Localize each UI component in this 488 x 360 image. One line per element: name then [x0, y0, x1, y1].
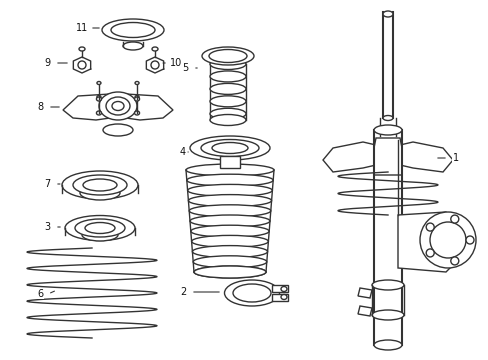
Ellipse shape	[189, 205, 270, 217]
Ellipse shape	[135, 81, 139, 85]
Ellipse shape	[373, 125, 401, 135]
Text: 1: 1	[452, 153, 458, 163]
Polygon shape	[357, 288, 371, 298]
Bar	[271, 285, 287, 292]
Ellipse shape	[80, 186, 120, 200]
Text: 3: 3	[44, 222, 50, 232]
Ellipse shape	[194, 266, 265, 278]
Ellipse shape	[194, 266, 265, 278]
Circle shape	[426, 249, 433, 257]
Ellipse shape	[209, 114, 245, 126]
Ellipse shape	[382, 11, 392, 17]
Text: 7: 7	[44, 179, 50, 189]
Circle shape	[426, 223, 433, 231]
Ellipse shape	[209, 71, 245, 82]
Ellipse shape	[102, 19, 163, 41]
Polygon shape	[399, 142, 452, 172]
Ellipse shape	[190, 225, 269, 237]
Circle shape	[419, 212, 475, 268]
Polygon shape	[323, 142, 375, 172]
Ellipse shape	[152, 47, 158, 51]
Ellipse shape	[73, 175, 127, 195]
Ellipse shape	[96, 97, 101, 101]
Ellipse shape	[134, 111, 139, 115]
Ellipse shape	[97, 95, 101, 99]
Ellipse shape	[97, 81, 101, 85]
Text: 2: 2	[180, 287, 186, 297]
Circle shape	[450, 257, 458, 265]
Polygon shape	[63, 94, 173, 120]
Ellipse shape	[202, 47, 253, 65]
Ellipse shape	[99, 92, 137, 120]
Text: 6: 6	[37, 289, 43, 299]
Ellipse shape	[106, 97, 130, 115]
Ellipse shape	[135, 95, 139, 99]
Ellipse shape	[85, 222, 115, 234]
Ellipse shape	[62, 171, 138, 199]
Ellipse shape	[193, 256, 266, 268]
Ellipse shape	[224, 280, 279, 306]
Text: 11: 11	[76, 23, 88, 33]
Circle shape	[429, 222, 465, 258]
Text: 4: 4	[180, 147, 185, 157]
Ellipse shape	[187, 184, 272, 197]
Ellipse shape	[382, 116, 392, 121]
Circle shape	[465, 236, 473, 244]
Ellipse shape	[190, 215, 269, 227]
Ellipse shape	[134, 97, 139, 101]
Ellipse shape	[371, 310, 403, 320]
Ellipse shape	[209, 108, 245, 119]
Bar	[271, 294, 287, 301]
Ellipse shape	[209, 84, 245, 94]
Ellipse shape	[212, 143, 247, 153]
Text: 9: 9	[44, 58, 50, 68]
Ellipse shape	[111, 22, 155, 37]
Ellipse shape	[191, 235, 268, 247]
Ellipse shape	[188, 195, 271, 207]
Circle shape	[151, 61, 159, 69]
Ellipse shape	[96, 111, 101, 115]
Circle shape	[78, 61, 86, 69]
Ellipse shape	[209, 58, 245, 69]
Ellipse shape	[201, 139, 259, 157]
Ellipse shape	[79, 47, 85, 51]
Ellipse shape	[186, 174, 273, 186]
Ellipse shape	[209, 96, 245, 107]
Ellipse shape	[281, 294, 286, 300]
Ellipse shape	[123, 42, 142, 50]
Ellipse shape	[82, 229, 118, 241]
Polygon shape	[397, 212, 452, 272]
Ellipse shape	[373, 340, 401, 350]
Ellipse shape	[65, 216, 135, 240]
Text: 5: 5	[182, 63, 188, 73]
Ellipse shape	[75, 219, 125, 237]
Text: 8: 8	[37, 102, 43, 112]
Ellipse shape	[281, 287, 286, 292]
Polygon shape	[357, 306, 371, 316]
Ellipse shape	[208, 49, 246, 63]
Ellipse shape	[232, 284, 270, 302]
Ellipse shape	[83, 179, 117, 191]
Ellipse shape	[103, 124, 133, 136]
Ellipse shape	[185, 164, 273, 176]
Polygon shape	[373, 138, 401, 175]
Ellipse shape	[112, 102, 124, 111]
Text: 10: 10	[169, 58, 182, 68]
Ellipse shape	[190, 136, 269, 160]
Ellipse shape	[192, 246, 267, 258]
Ellipse shape	[371, 280, 403, 290]
Bar	[220, 156, 240, 168]
Circle shape	[450, 215, 458, 223]
